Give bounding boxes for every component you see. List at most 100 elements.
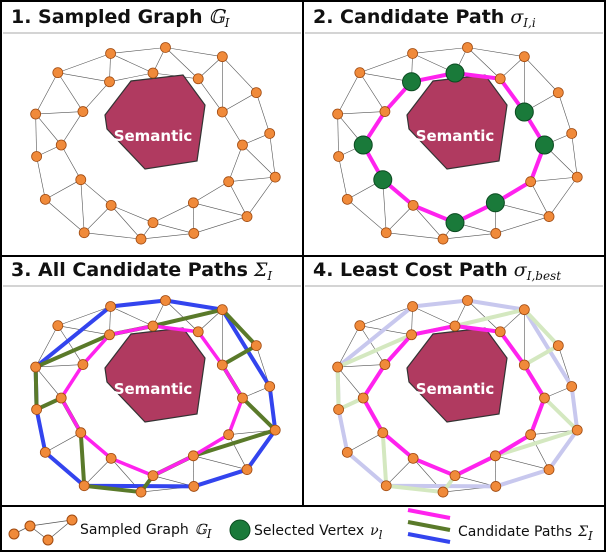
- graph-node: [241, 211, 253, 222]
- subscript: I: [587, 529, 593, 543]
- graph-edge: [222, 111, 243, 146]
- graph-node: [449, 470, 461, 482]
- graph-edge: [337, 111, 385, 115]
- symbol: Σ: [253, 259, 268, 281]
- graph-edge: [57, 72, 110, 83]
- graph-edge: [467, 300, 501, 332]
- graph-node: [380, 227, 392, 239]
- graph-edge: [83, 458, 112, 486]
- semantic-label: Semantic: [114, 127, 193, 145]
- path-line: [33, 298, 278, 489]
- graph-edge: [82, 81, 110, 112]
- graph-node: [449, 320, 461, 332]
- selected-vertex: [534, 135, 554, 155]
- graph-edge: [109, 72, 154, 83]
- graph-edge: [45, 179, 81, 200]
- graph-node: [407, 301, 418, 312]
- title-text: Sampled Graph: [80, 522, 189, 538]
- graph-edge: [558, 92, 572, 134]
- graph-edge: [57, 325, 84, 365]
- graph-edge: [165, 47, 223, 57]
- selected-vertex: [402, 72, 422, 92]
- graph-node: [160, 42, 171, 53]
- graph-node: [39, 446, 51, 458]
- graph-node: [490, 481, 502, 492]
- graph-edge: [467, 47, 525, 57]
- graph-edge: [35, 364, 83, 368]
- graph-edge: [386, 232, 444, 240]
- graph-edge: [198, 309, 223, 332]
- selected-vertex: [373, 170, 393, 190]
- title-text: 3. All Candidate Paths: [11, 259, 248, 281]
- symbol: σ: [510, 6, 524, 28]
- title: Selected Vertex νl: [254, 523, 383, 542]
- semantic-shape: [104, 327, 206, 423]
- graph-node: [407, 452, 419, 464]
- graph-node: [462, 42, 473, 53]
- graph-node: [377, 427, 389, 439]
- graph-edge: [60, 144, 82, 180]
- graph-node: [105, 301, 116, 312]
- graph-edge: [165, 300, 199, 332]
- graph-node: [518, 51, 530, 63]
- graph-node: [55, 392, 67, 404]
- graph-node: [104, 76, 115, 88]
- graph-node: [379, 359, 391, 370]
- graph-edge: [337, 366, 364, 399]
- graph-node: [52, 320, 64, 332]
- graph-node: [437, 486, 449, 498]
- graph-edge: [412, 205, 444, 240]
- legend-path: [407, 520, 451, 532]
- title: 3. All Candidate Paths ΣI: [11, 259, 272, 283]
- subscript: I,i: [522, 16, 536, 30]
- graph-edge: [571, 133, 578, 178]
- graph-edge: [524, 56, 559, 93]
- graph-edge: [385, 205, 414, 233]
- legend-path: [407, 508, 451, 520]
- graph-edge: [110, 205, 142, 240]
- graph-edge: [152, 202, 194, 223]
- graph-node: [525, 429, 537, 441]
- semantic-region: Semantic: [104, 74, 206, 170]
- graph-node: [187, 450, 199, 462]
- graph-node: [78, 480, 90, 492]
- graph-node: [104, 329, 115, 341]
- subscript: I,best: [526, 269, 561, 283]
- title: Sampled Graph 𝔾I: [80, 522, 212, 541]
- graph-node: [216, 359, 228, 371]
- graph-edge: [359, 53, 413, 73]
- graph-edge: [530, 181, 550, 217]
- semantic-region: Semantic: [406, 327, 508, 423]
- graph-node: [552, 87, 564, 99]
- title: Candidate Paths ΣI: [458, 524, 593, 543]
- graph-node: [31, 151, 42, 162]
- graph-node: [333, 404, 344, 415]
- panel: 2. Candidate Path σI,i Semantic: [305, 6, 603, 245]
- graph-node: [160, 295, 171, 306]
- panel: 3. All Candidate Paths ΣI Semantic: [3, 259, 301, 498]
- graph-edge: [246, 176, 276, 217]
- title: 1. Sampled Graph 𝔾I: [11, 6, 230, 30]
- symbol: σ: [514, 259, 528, 281]
- graph-edge: [495, 216, 550, 234]
- graph-node: [105, 48, 116, 59]
- graph-edge: [500, 56, 525, 79]
- graph-node: [216, 304, 228, 316]
- graph-edge: [337, 325, 361, 368]
- subscript: I: [206, 527, 212, 541]
- semantic-shape: [406, 74, 508, 170]
- graph-edge: [222, 56, 257, 93]
- graph-node: [192, 73, 204, 85]
- selected-vertex: [514, 102, 534, 122]
- graph-edge: [57, 72, 84, 112]
- legend-node: [8, 528, 20, 540]
- graph-edge: [222, 92, 257, 113]
- graph-edge: [495, 455, 550, 470]
- subscript: I: [224, 16, 230, 30]
- semantic-region: Semantic: [104, 327, 206, 423]
- path-line: [335, 307, 580, 495]
- graph-node: [571, 171, 583, 183]
- graph-edge: [35, 325, 59, 368]
- graph-node: [437, 233, 449, 245]
